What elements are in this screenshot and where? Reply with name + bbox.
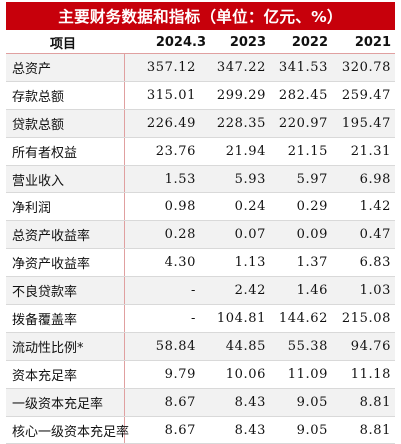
cell-value: 144.62 (270, 304, 332, 333)
row-label: 流动性比例* (6, 332, 125, 361)
cell-value: 259.47 (332, 81, 395, 110)
row-label: 营业收入 (6, 165, 125, 194)
table-row: 拨备覆盖率 - 104.81 144.62 215.08 (6, 304, 395, 333)
cell-value: 1.13 (210, 248, 270, 278)
cell-value: 10.06 (210, 360, 270, 389)
cell-value: 8.43 (210, 416, 270, 444)
cell-value: 0.29 (270, 192, 332, 222)
row-label: 不良贷款率 (6, 276, 125, 306)
row-label: 核心一级资本充足率 (6, 416, 129, 444)
row-label: 资本充足率 (6, 360, 125, 389)
cell-value: 226.49 (124, 109, 210, 138)
cell-value: 8.67 (124, 388, 210, 417)
cell-value: 0.24 (210, 192, 270, 222)
table-row: 不良贷款率 - 2.42 1.46 1.03 (6, 276, 395, 306)
table-row: 一级资本充足率 8.67 8.43 9.05 8.81 (6, 388, 395, 417)
table-row: 净利润 0.98 0.24 0.29 1.42 (6, 192, 395, 222)
table-row: 营业收入 1.53 5.93 5.97 6.98 (6, 165, 395, 194)
table-row: 总资产收益率 0.28 0.07 0.09 0.47 (6, 220, 395, 250)
cell-value: 195.47 (332, 109, 395, 138)
cell-value: 9.05 (270, 388, 332, 417)
table-row: 核心一级资本充足率 8.67 8.43 9.05 8.81 (6, 416, 395, 444)
cell-value: 0.98 (124, 192, 210, 222)
table-row: 贷款总额 226.49 228.35 220.97 195.47 (6, 109, 395, 138)
table-row: 资本充足率 9.79 10.06 11.09 11.18 (6, 360, 395, 389)
row-label: 拨备覆盖率 (6, 304, 125, 333)
cell-value: - (124, 276, 210, 306)
cell-value: 0.47 (332, 220, 395, 250)
cell-value: 23.76 (124, 137, 210, 166)
row-label: 一级资本充足率 (6, 388, 125, 417)
cell-value: 21.15 (270, 137, 332, 166)
cell-value: 1.42 (332, 192, 395, 222)
cell-value: 8.43 (210, 388, 270, 417)
table-row: 净资产收益率 4.30 1.13 1.37 6.83 (6, 248, 395, 278)
row-label: 总资产 (6, 53, 125, 82)
cell-value: 299.29 (210, 81, 270, 110)
cell-value: 341.53 (270, 53, 332, 82)
row-label: 净利润 (6, 192, 125, 222)
cell-value: 94.76 (332, 332, 395, 361)
table-row: 总资产 357.12 347.22 341.53 320.78 (6, 53, 395, 82)
row-label: 贷款总额 (6, 109, 125, 138)
cell-value: 5.97 (270, 165, 332, 194)
table-row: 流动性比例* 58.84 44.85 55.38 94.76 (6, 332, 395, 361)
cell-value: 282.45 (270, 81, 332, 110)
cell-value: 6.98 (332, 165, 395, 194)
cell-value: 0.09 (270, 220, 332, 250)
cell-value: 228.35 (210, 109, 270, 138)
cell-value: 215.08 (332, 304, 395, 333)
cell-value: 8.67 (124, 416, 210, 444)
cell-value: 357.12 (124, 53, 210, 82)
cell-value: 11.09 (270, 360, 332, 389)
table-header-row: 项目 2024.3 2023 2022 2021 (6, 32, 395, 54)
cell-value: 0.07 (210, 220, 270, 250)
cell-value: 58.84 (124, 332, 210, 361)
header-year-2021: 2021 (332, 32, 395, 54)
financial-indicators-table: 项目 2024.3 2023 2022 2021 总资产 357.12 347.… (6, 32, 395, 444)
cell-value: 1.46 (270, 276, 332, 306)
cell-value: 6.83 (332, 248, 395, 278)
cell-value: 55.38 (270, 332, 332, 361)
cell-value: 8.81 (332, 388, 395, 417)
cell-value: 104.81 (210, 304, 270, 333)
row-label: 所有者权益 (6, 137, 125, 166)
table-title: 主要财务数据和指标（单位：亿元、%） (6, 2, 395, 30)
cell-value: 4.30 (124, 248, 210, 278)
cell-value: 9.79 (124, 360, 210, 389)
cell-value: 1.03 (332, 276, 395, 306)
cell-value: - (124, 304, 210, 333)
cell-value: 0.28 (124, 220, 210, 250)
cell-value: 44.85 (210, 332, 270, 361)
table-row: 存款总额 315.01 299.29 282.45 259.47 (6, 81, 395, 110)
cell-value: 5.93 (210, 165, 270, 194)
header-year-2024-3: 2024.3 (124, 32, 210, 54)
cell-value: 347.22 (210, 53, 270, 82)
header-year-2022: 2022 (270, 32, 332, 54)
cell-value: 1.37 (270, 248, 332, 278)
row-label: 总资产收益率 (6, 220, 125, 250)
cell-value: 2.42 (210, 276, 270, 306)
cell-value: 8.81 (332, 416, 395, 444)
cell-value: 11.18 (332, 360, 395, 389)
header-year-2023: 2023 (210, 32, 270, 54)
cell-value: 320.78 (332, 53, 395, 82)
row-label: 净资产收益率 (6, 248, 125, 278)
cell-value: 1.53 (124, 165, 210, 194)
cell-value: 220.97 (270, 109, 332, 138)
cell-value: 21.31 (332, 137, 395, 166)
header-item: 项目 (6, 32, 124, 54)
cell-value: 315.01 (124, 81, 210, 110)
row-label: 存款总额 (6, 81, 125, 110)
cell-value: 9.05 (270, 416, 332, 444)
table-row: 所有者权益 23.76 21.94 21.15 21.31 (6, 137, 395, 166)
cell-value: 21.94 (210, 137, 270, 166)
